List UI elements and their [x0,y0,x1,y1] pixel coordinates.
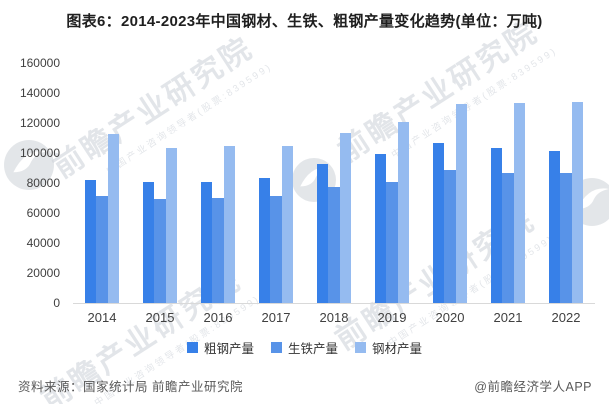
y-axis: 0 20000 40000 60000 80000 100000 120000 140000 1… [0,56,64,310]
bar-group-2016 [201,145,235,303]
bar-钢材产量-2018 [339,133,351,303]
bar-粗钢产量-2017 [259,178,271,303]
y-tick-100000: 100000 [19,146,60,160]
chart-title: 图表6：2014-2023年中国钢材、生铁、粗钢产量变化趋势(单位：万吨) [66,13,543,30]
bar-group-2021 [491,102,525,303]
bar-生铁产量-2015 [154,199,166,303]
bar-生铁产量-2014 [96,196,108,303]
x-tick-2017: 2017 [261,310,291,325]
bar-生铁产量-2021 [502,172,514,303]
y-tick-0: 0 [53,296,60,310]
legend-swatch-icon [186,342,198,353]
y-tick-20000: 20000 [26,266,60,280]
y-tick-40000: 40000 [26,236,60,250]
x-tick-2022: 2022 [551,310,581,325]
bar-粗钢产量-2015 [143,182,155,303]
x-tick-2014: 2014 [87,310,117,325]
legend-label: 钢材产量 [372,342,423,356]
legend: 粗钢产量 生铁产量 钢材产量 [0,338,609,357]
bar-group-2019 [375,122,409,303]
bar-钢材产量-2014 [107,134,119,303]
x-tick-2021: 2021 [493,310,523,325]
bar-钢材产量-2021 [513,102,525,303]
x-tick-2015: 2015 [145,310,175,325]
bar-粗钢产量-2021 [491,147,503,303]
legend-swatch-icon [355,342,366,353]
x-tick-2018: 2018 [319,310,349,325]
bar-group-2017 [259,146,293,303]
y-tick-80000: 80000 [26,176,60,190]
y-tick-120000: 120000 [19,116,60,130]
bar-group-2014 [85,134,119,303]
bar-group-2018 [317,133,351,303]
bar-group-2015 [143,147,177,303]
source-note: 资料来源：国家统计局 前瞻产业研究院 [18,380,243,394]
bar-group-2020 [433,104,467,303]
x-tick-2019: 2019 [377,310,407,325]
bar-钢材产量-2016 [223,145,235,303]
legend-label: 生铁产量 [287,342,338,356]
legend-item-钢材产量: 钢材产量 [355,338,422,357]
legend-swatch-icon [270,342,282,353]
bar-粗钢产量-2018 [317,163,329,303]
footer: 资料来源：国家统计局 前瞻产业研究院 @前瞻经济学人APP [18,376,592,395]
bar-粗钢产量-2019 [375,153,387,303]
bar-钢材产量-2022 [571,101,583,303]
x-tick-2020: 2020 [435,310,465,325]
y-tick-160000: 160000 [19,56,60,70]
credit-note: @前瞻经济学人APP [474,380,592,394]
bar-生铁产量-2018 [328,187,340,303]
bar-粗钢产量-2014 [85,179,97,303]
bar-生铁产量-2019 [386,181,398,303]
bar-钢材产量-2017 [281,146,293,303]
bar-生铁产量-2016 [212,197,224,303]
plot-area [73,62,595,304]
bar-生铁产量-2017 [270,196,282,303]
x-axis: 2014 2015 2016 2017 2018 2019 2020 2021 2022 [73,310,595,328]
x-tick-2016: 2016 [203,310,233,325]
legend-label: 粗钢产量 [203,342,254,356]
y-tick-60000: 60000 [26,206,60,220]
bar-钢材产量-2015 [165,147,177,303]
legend-item-粗钢产量: 粗钢产量 [186,338,254,357]
bar-粗钢产量-2020 [433,143,445,303]
y-tick-140000: 140000 [19,86,60,100]
bar-生铁产量-2020 [444,169,456,303]
bar-group-2022 [549,101,583,303]
bar-粗钢产量-2016 [201,181,213,303]
bar-钢材产量-2020 [455,104,467,303]
bar-钢材产量-2019 [397,122,409,303]
bar-生铁产量-2022 [560,173,572,303]
legend-item-生铁产量: 生铁产量 [270,338,338,357]
bar-粗钢产量-2022 [549,151,561,303]
